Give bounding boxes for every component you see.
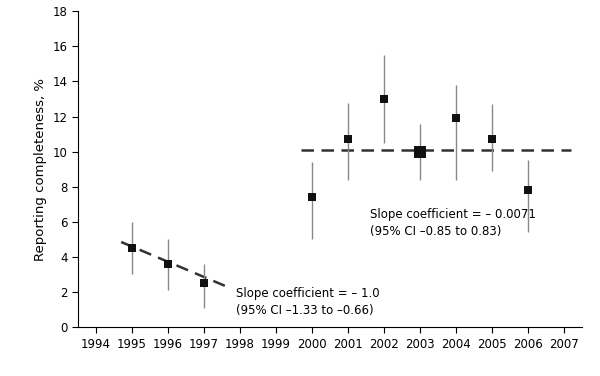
Text: Slope coefficient = – 1.0
(95% CI –1.33 to –0.66): Slope coefficient = – 1.0 (95% CI –1.33 … [236, 287, 380, 317]
Y-axis label: Reporting completeness, %: Reporting completeness, % [34, 78, 47, 261]
Text: Slope coefficient = – 0.0071
(95% CI –0.85 to 0.83): Slope coefficient = – 0.0071 (95% CI –0.… [370, 208, 535, 238]
